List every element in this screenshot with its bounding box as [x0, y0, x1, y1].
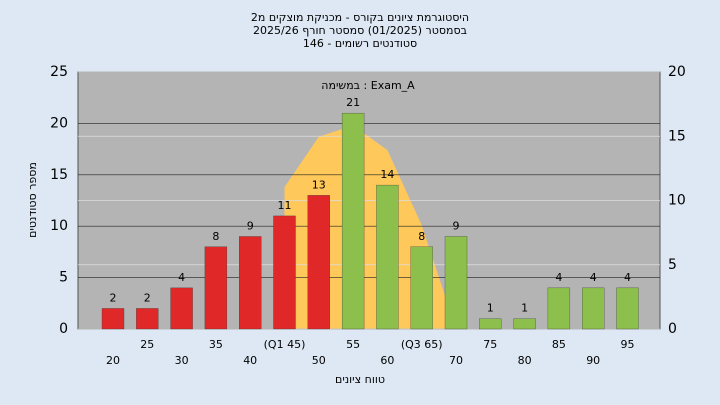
x-tick-label: 25 — [140, 338, 154, 351]
bar — [170, 287, 193, 330]
x-tick-label: 90 — [586, 354, 600, 367]
y2-tick-label: 15 — [668, 128, 686, 144]
x-tick-label: 55 — [346, 338, 360, 351]
value-label: 4 — [178, 271, 185, 284]
x-tick-label: 35 — [209, 338, 223, 351]
bar — [204, 246, 228, 330]
annotation: במשימה : Exam_A — [321, 79, 415, 92]
value-label: 4 — [555, 271, 562, 284]
bar — [410, 246, 433, 330]
bar — [307, 195, 330, 330]
y-tick-label: 10 — [50, 218, 68, 234]
value-label: 11 — [278, 199, 292, 212]
chart-subtitle: בסמסטר (01/2025) סמסטר חורף 2025/26 — [253, 24, 467, 37]
y2-tick-label: 5 — [668, 257, 677, 273]
x-tick-label: 95 — [621, 338, 635, 351]
value-label: 9 — [247, 219, 254, 232]
bar — [513, 318, 536, 330]
x-tick-label: 85 — [552, 338, 566, 351]
x-tick-label: 75 — [483, 338, 497, 351]
value-label: 14 — [380, 168, 394, 181]
y2-tick-label: 10 — [668, 193, 686, 209]
y-tick-label: 0 — [59, 321, 68, 337]
y-tick-label: 5 — [59, 270, 68, 286]
value-label: 8 — [212, 230, 219, 243]
x-tick-label: (Q1 45) — [264, 338, 306, 351]
value-label: 1 — [487, 302, 494, 315]
value-label: 13 — [312, 178, 326, 191]
bar — [239, 236, 262, 330]
x-tick-label: 60 — [380, 354, 394, 367]
value-label: 9 — [453, 219, 460, 232]
y-tick-label: 25 — [50, 64, 68, 80]
value-label: 1 — [521, 302, 528, 315]
bar — [479, 318, 502, 330]
bar — [101, 308, 125, 330]
x-tick-label: 80 — [518, 354, 532, 367]
bar — [136, 308, 159, 330]
value-label: 4 — [590, 271, 597, 284]
y-tick-label: 15 — [50, 167, 68, 183]
x-tick-label: 70 — [449, 354, 463, 367]
y-axis-label: מספר סטודנטים — [26, 162, 39, 238]
bar — [616, 287, 639, 330]
x-tick-label: 40 — [243, 354, 257, 367]
x-axis-label: טווח ציונים — [335, 373, 385, 386]
y2-tick-label: 20 — [668, 64, 686, 80]
bar — [273, 215, 296, 330]
value-label: 4 — [624, 271, 631, 284]
value-label: 2 — [144, 291, 151, 304]
x-tick-label: (Q3 65) — [401, 338, 443, 351]
value-label: 21 — [346, 96, 360, 109]
value-label: 2 — [110, 291, 117, 304]
bar — [547, 287, 571, 330]
bar — [376, 184, 399, 330]
y2-tick-label: 0 — [668, 321, 677, 337]
y-tick-label: 20 — [50, 115, 68, 131]
chart-title: היסטוגרמת ציונים בקורס - מכניקת מוצקים מ… — [251, 11, 469, 24]
x-tick-label: 30 — [175, 354, 189, 367]
x-tick-label: 50 — [312, 354, 326, 367]
chart-subtitle: סטודנטים רשומים - 146 — [303, 37, 417, 50]
bar — [444, 236, 468, 330]
x-tick-label: 20 — [106, 354, 120, 367]
value-label: 8 — [418, 230, 425, 243]
bar — [582, 287, 605, 330]
bar — [341, 112, 365, 330]
